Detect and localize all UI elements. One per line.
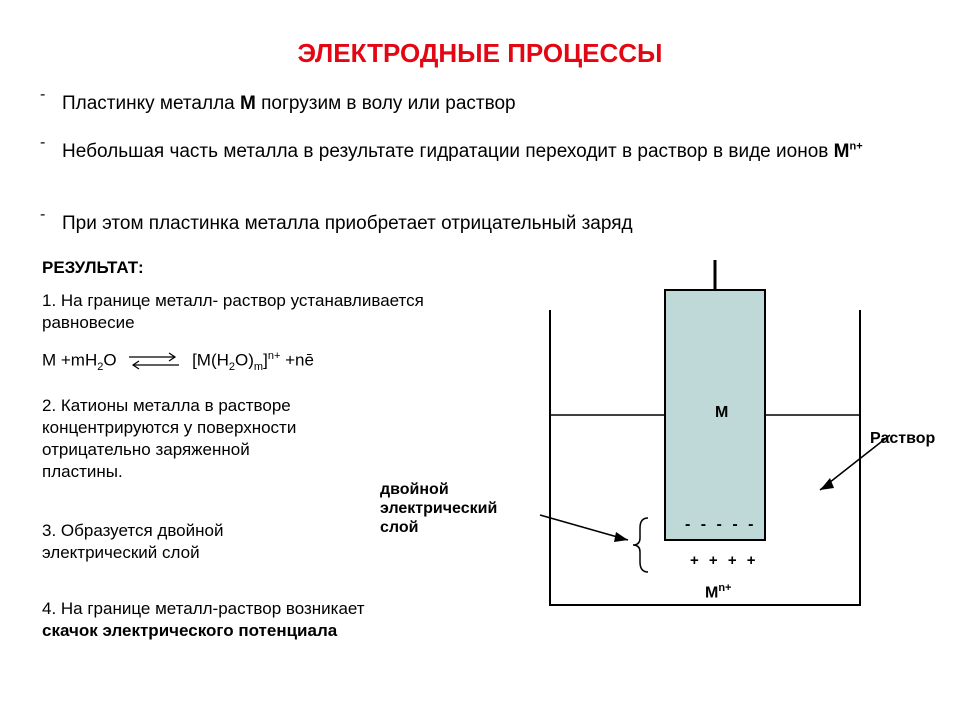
equilibrium-arrows-icon [127, 353, 181, 369]
ion-sup: n+ [718, 582, 731, 594]
bullet-dash-icon: - [40, 134, 45, 152]
bullet-3-text: При этом пластинка металла приобретает о… [62, 212, 920, 236]
result-1: 1. На границе металл- раствор устанавлив… [42, 290, 472, 334]
eq-r2: O) [235, 351, 254, 370]
page-title: ЭЛЕКТРОДНЫЕ ПРОЦЕССЫ [0, 38, 960, 69]
result-4b: скачок электрического потенциала [42, 621, 337, 640]
result-label: РЕЗУЛЬТАТ: [42, 258, 144, 278]
eq-left-2: O [103, 351, 116, 370]
bullet-2: - Небольшая часть металла в результате г… [40, 140, 920, 164]
bullet-dash-icon: - [40, 86, 45, 104]
ion-prefix: М [705, 584, 718, 601]
bullet-1: - Пластинку металла М погрузим в волу ил… [40, 92, 920, 116]
result-4: 4. На границе металл-раствор возникает с… [42, 598, 462, 642]
bullet-2-text: Небольшая часть металла в результате гид… [62, 140, 920, 164]
result-4a: 4. На границе металл-раствор возникает [42, 599, 365, 618]
eq-left: M +mH [42, 351, 97, 370]
double-layer-label: двойной электрический слой [380, 480, 540, 538]
bullet-1-text: Пластинку металла М погрузим в волу или … [62, 92, 920, 116]
eq-r4: +nē [280, 351, 314, 370]
bullet-3: - При этом пластинка металла приобретает… [40, 212, 920, 236]
solution-label: Раствор [870, 430, 935, 448]
bullet-dash-icon: - [40, 206, 45, 224]
eq-r1: [M(H [192, 351, 229, 370]
electrode-diagram: двойной электрический слой Раствор М - -… [490, 260, 920, 650]
result-2: 2. Катионы металла в растворе концентрир… [42, 395, 322, 483]
equation: M +mH2O [M(H2O)m]n+ +nē [42, 350, 314, 373]
plus-charges: + + + + [690, 552, 759, 569]
result-3: 3. Образуется двойной электрический слой [42, 520, 342, 564]
ion-label: Мn+ [705, 582, 731, 602]
electrode-m-label: М [715, 404, 728, 422]
minus-charges: - - - - - [685, 516, 756, 534]
